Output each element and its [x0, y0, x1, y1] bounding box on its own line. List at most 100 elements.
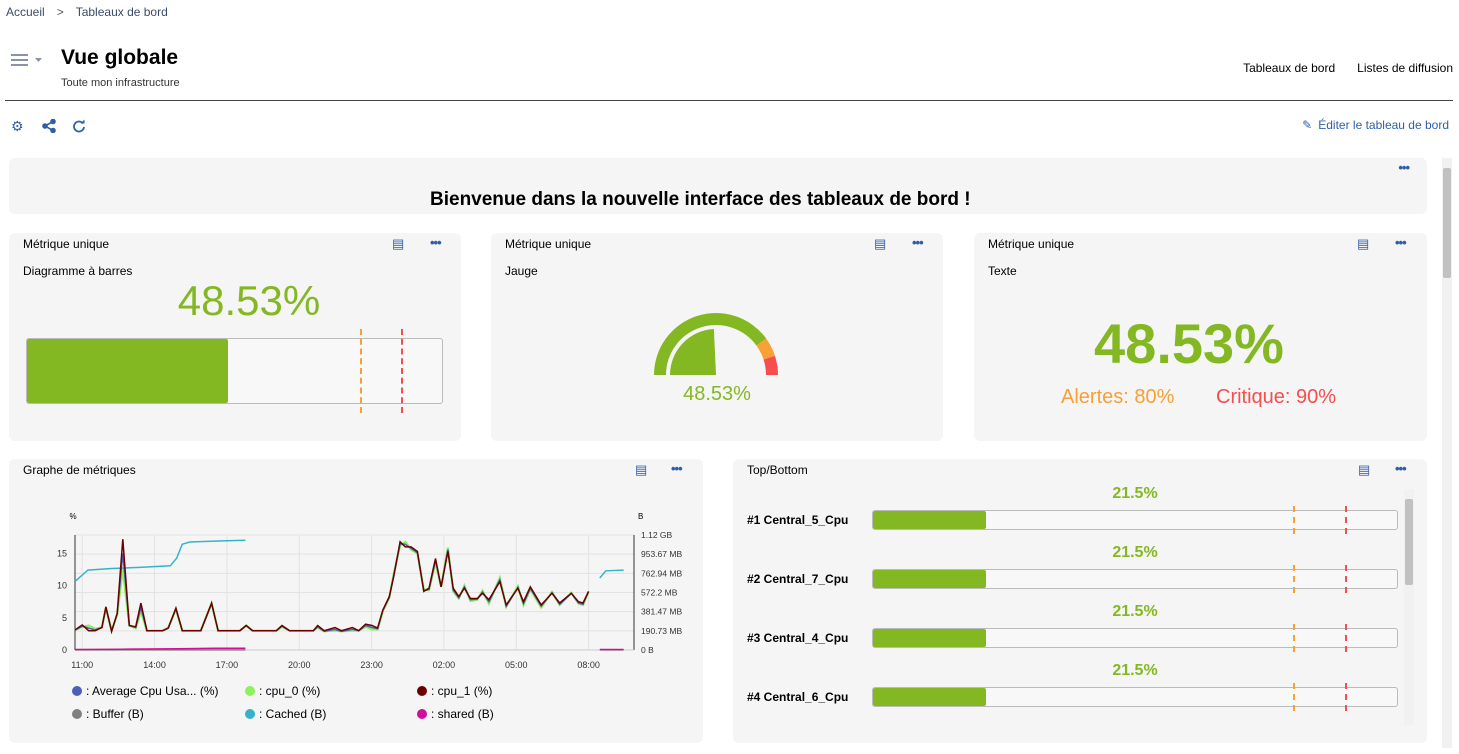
- widget-subtitle: Jauge: [505, 264, 538, 278]
- x-tick-label: 23:00: [360, 660, 383, 669]
- item-bar-fill: [873, 511, 986, 529]
- breadcrumb: Accueil > Tableaux de bord: [6, 5, 168, 19]
- description-icon[interactable]: ▤: [874, 236, 887, 251]
- gauge: [654, 313, 778, 375]
- chevron-right-icon: >: [56, 5, 64, 19]
- series-average-cpu-usa--line: [74, 542, 590, 635]
- metric-value: 48.53%: [1094, 312, 1284, 375]
- critical-threshold: [1345, 624, 1348, 652]
- description-icon[interactable]: ▤: [1357, 236, 1370, 251]
- left-tick-label: 10: [57, 581, 67, 591]
- refresh-icon[interactable]: [72, 119, 86, 133]
- legend-item[interactable]: : Average Cpu Usa... (%): [72, 684, 219, 698]
- warning-threshold: [1292, 506, 1295, 534]
- share-icon[interactable]: [42, 119, 56, 133]
- metric-graph-widget: Graphe de métriques ▤ ••• 11:00 14:00 17:0…: [9, 459, 703, 743]
- more-options-icon[interactable]: •••: [1398, 160, 1410, 175]
- page-scrollbar-thumb[interactable]: [1443, 168, 1451, 278]
- link-mailing-lists[interactable]: Listes de diffusion: [1357, 61, 1453, 75]
- welcome-widget: ••• Bienvenue dans la nouvelle interface…: [9, 158, 1427, 214]
- welcome-text: Bienvenue dans la nouvelle interface des…: [430, 189, 971, 210]
- right-tick-label: 1.12 GB: [641, 530, 673, 540]
- legend-item[interactable]: : cpu_1 (%): [417, 684, 492, 698]
- left-axis-unit: %: [69, 512, 76, 521]
- right-tick-label: 572.2 MB: [641, 588, 678, 598]
- item-bar: [872, 687, 1398, 707]
- widget-subtitle: Texte: [988, 264, 1017, 278]
- item-bar-fill: [873, 570, 986, 588]
- divider: [5, 100, 1453, 101]
- x-tick-label: 17:00: [216, 660, 239, 669]
- legend-item[interactable]: : shared (B): [417, 707, 494, 721]
- menu-icon[interactable]: [11, 52, 43, 68]
- legend-swatch: [417, 709, 427, 719]
- legend-swatch: [417, 686, 427, 696]
- legend-item[interactable]: : Buffer (B): [72, 707, 144, 721]
- item-value: 21.5%: [1112, 485, 1158, 502]
- legend-swatch: [245, 709, 255, 719]
- item-value: 21.5%: [1112, 544, 1158, 561]
- page-title: Vue globale: [61, 46, 179, 69]
- link-dashboards[interactable]: Tableaux de bord: [1243, 61, 1336, 75]
- widget-title: Graphe de métriques: [23, 463, 136, 477]
- item-value: 21.5%: [1112, 662, 1158, 679]
- single-metric-text-widget: Métrique unique ▤ ••• Texte 48.53% Alert…: [974, 233, 1427, 441]
- critical-threshold: [1345, 506, 1348, 534]
- top-bottom-widget: Top/Bottom ▤ ••• 21.5% #1 Central_5_Cpu …: [733, 459, 1427, 743]
- more-options-icon[interactable]: •••: [1395, 235, 1407, 250]
- widget-title: Métrique unique: [23, 237, 110, 251]
- x-tick-label: 08:00: [577, 660, 600, 669]
- legend-item[interactable]: : cpu_0 (%): [245, 684, 320, 698]
- item-label: #1 Central_5_Cpu: [747, 513, 849, 527]
- warning-threshold: [1292, 624, 1295, 652]
- critical-threshold: [1345, 683, 1348, 711]
- x-tick-label: 02:00: [433, 660, 456, 669]
- more-options-icon[interactable]: •••: [912, 235, 924, 250]
- item-bar: [872, 628, 1398, 648]
- item-label: #4 Central_6_Cpu: [747, 690, 849, 704]
- gauge-ok-band: [654, 313, 767, 375]
- item-bar-fill: [873, 629, 986, 647]
- series-cpu-0-line: [74, 540, 590, 635]
- legend-swatch: [72, 686, 82, 696]
- right-tick-label: 381.47 MB: [641, 607, 682, 617]
- breadcrumb-home[interactable]: Accueil: [6, 5, 45, 19]
- more-options-icon[interactable]: •••: [430, 235, 442, 250]
- edit-dashboard-button[interactable]: ✎ Éditer le tableau de bord: [1302, 118, 1449, 132]
- left-tick-label: 15: [57, 548, 67, 558]
- metric-bar: [26, 338, 443, 404]
- left-tick-label: 5: [62, 613, 67, 623]
- breadcrumb-current[interactable]: Tableaux de bord: [75, 5, 168, 19]
- series-cpu-1-line: [74, 539, 590, 635]
- more-options-icon[interactable]: •••: [671, 461, 683, 476]
- gear-icon[interactable]: ⚙: [11, 118, 24, 134]
- widget-subtitle: Diagramme à barres: [23, 264, 133, 278]
- warning-threshold: [1292, 565, 1295, 593]
- description-icon[interactable]: ▤: [635, 462, 648, 477]
- line-chart: 11:00 14:00 17:00 20:00 23:00 02:00 05:00 08:00…: [57, 512, 682, 669]
- right-tick-label: 762.94 MB: [641, 568, 682, 578]
- item-bar-fill: [873, 688, 986, 706]
- legend-item[interactable]: : Cached (B): [245, 707, 326, 721]
- gauge-critical-band: [763, 355, 778, 375]
- critical-text: Critique: 90%: [1216, 386, 1337, 408]
- series-shared-line: [74, 647, 624, 651]
- metric-value: 48.53%: [177, 277, 321, 324]
- scrollbar-thumb[interactable]: [1405, 499, 1413, 585]
- description-icon[interactable]: ▤: [1358, 462, 1371, 477]
- critical-threshold: [1345, 565, 1348, 593]
- page-subtitle: Toute mon infrastructure: [61, 77, 180, 89]
- more-options-icon[interactable]: •••: [1395, 461, 1407, 476]
- gauge-warning-band: [756, 338, 775, 360]
- scrollbar[interactable]: [1404, 489, 1414, 725]
- x-tick-label: 11:00: [71, 660, 93, 669]
- description-icon[interactable]: ▤: [392, 236, 405, 251]
- warning-text: Alertes: 80%: [1061, 386, 1175, 408]
- x-tick-label: 20:00: [288, 660, 311, 669]
- series-cached-line: [74, 539, 624, 582]
- x-tick-label: 05:00: [505, 660, 528, 669]
- item-bar: [872, 569, 1398, 589]
- page-scrollbar[interactable]: [1442, 158, 1452, 748]
- widget-title: Top/Bottom: [747, 463, 808, 477]
- gauge-value: 48.53%: [683, 383, 751, 405]
